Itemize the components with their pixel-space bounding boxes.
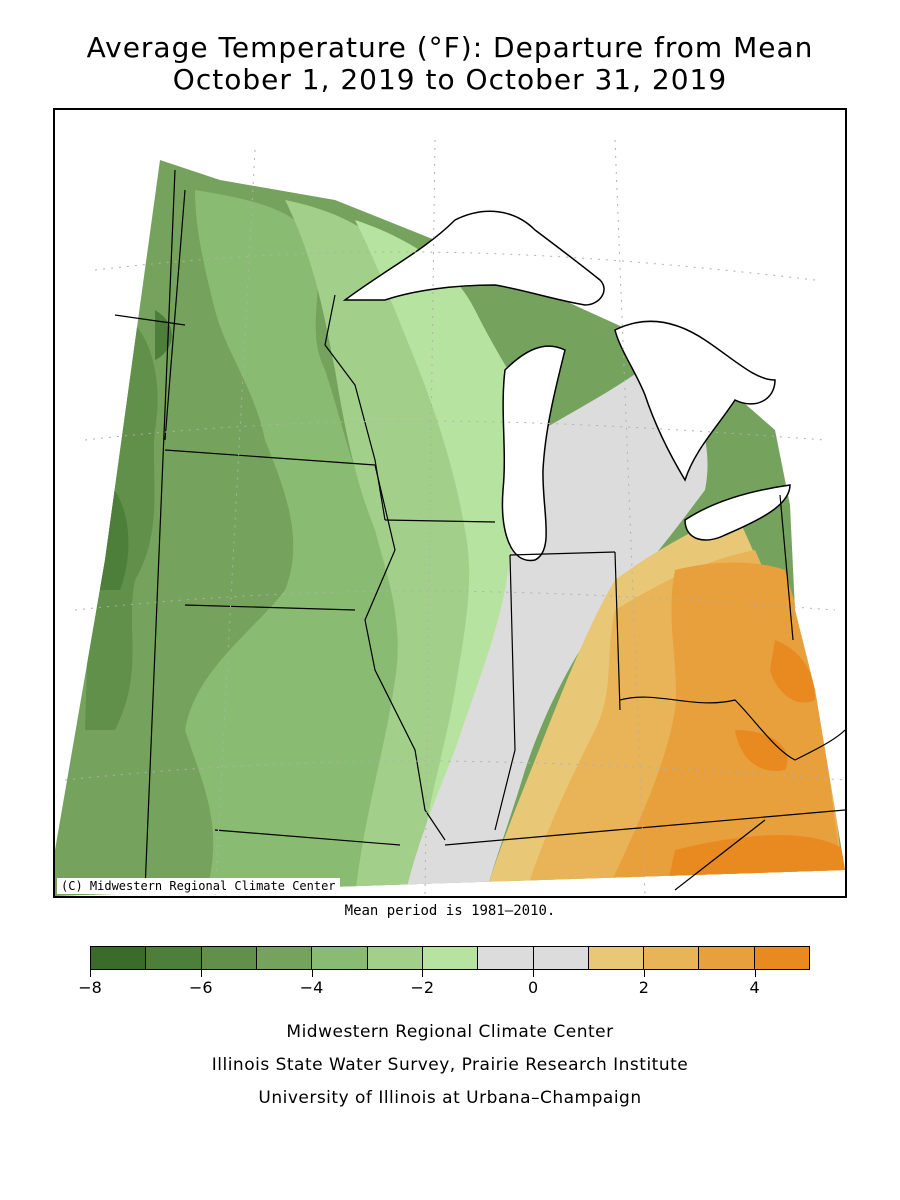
legend-tick xyxy=(311,970,313,977)
lake-huron xyxy=(614,320,776,482)
legend-tick-label: 0 xyxy=(527,978,539,997)
legend-tick-label: −4 xyxy=(299,978,324,997)
legend-tick-label: −2 xyxy=(410,978,435,997)
ne-ia-border xyxy=(184,604,356,611)
legend-swatch xyxy=(644,947,700,969)
departure-band--4-to--3 xyxy=(185,190,404,896)
lake-erie xyxy=(684,484,791,541)
nd-sd-border xyxy=(114,314,186,326)
legend-swatch xyxy=(91,947,147,969)
departure-band-4-to-5-ohio xyxy=(770,640,815,703)
legend-swatch xyxy=(422,947,479,969)
legend-tick xyxy=(90,970,91,977)
legend-swatch xyxy=(201,947,257,969)
wi-il-border xyxy=(384,519,496,523)
lake-superior xyxy=(342,210,605,306)
mean-period-note: Mean period is 1981–2010. xyxy=(344,903,556,919)
ky-tn-border xyxy=(444,809,845,846)
color-scale-legend xyxy=(90,946,810,970)
legend-ticks xyxy=(90,970,810,978)
legend-tick xyxy=(200,970,202,977)
mississippi-river-border xyxy=(364,464,446,841)
legend-swatch xyxy=(312,947,368,969)
graticule-lat-1 xyxy=(94,251,816,281)
footer-organization: Midwestern Regional Climate Center xyxy=(286,1022,614,1042)
great-lakes xyxy=(342,210,791,562)
temperature-departure-map xyxy=(55,110,845,896)
nd-mn-border xyxy=(164,189,186,441)
ks-mo-border xyxy=(214,829,401,846)
tn-nc-border xyxy=(674,819,766,891)
oh-pa-border xyxy=(779,494,794,641)
legend-swatch xyxy=(533,947,589,969)
legend-tick xyxy=(754,970,756,977)
footer-institute: Illinois State Water Survey, Prairie Res… xyxy=(211,1055,689,1075)
legend-swatch xyxy=(699,947,755,969)
legend-tick xyxy=(643,970,645,977)
in-mi-border xyxy=(509,551,616,556)
legend-tick-label: −8 xyxy=(78,978,102,997)
sd-mn-border-south xyxy=(164,449,376,466)
western-boundary xyxy=(144,169,176,891)
il-in-border xyxy=(494,554,516,831)
legend-swatch xyxy=(754,947,810,969)
legend-tick-label: 2 xyxy=(638,978,649,997)
in-oh-border xyxy=(614,551,621,711)
graticule xyxy=(64,139,845,896)
footer-university: University of Illinois at Urbana–Champai… xyxy=(258,1088,642,1108)
legend-tick-label: 4 xyxy=(749,978,760,997)
legend-swatch xyxy=(588,947,645,969)
ohio-river xyxy=(619,696,845,761)
map-subtitle-date-range: October 1, 2019 to October 31, 2019 xyxy=(172,63,728,96)
legend-tick xyxy=(533,970,535,977)
legend-swatch xyxy=(367,947,423,969)
legend-swatch xyxy=(146,947,202,969)
map-title: Average Temperature (°F): Departure from… xyxy=(86,31,814,64)
state-boundaries xyxy=(114,169,845,891)
legend-tick xyxy=(422,970,424,977)
legend-swatch xyxy=(478,947,534,969)
map-panel: (C) Midwestern Regional Climate Center xyxy=(53,108,847,898)
legend-swatch xyxy=(256,947,313,969)
departure-band-4-to-5-kentucky xyxy=(735,730,788,771)
lake-michigan xyxy=(501,345,566,562)
graticule-lat-2 xyxy=(84,420,826,441)
copyright-label: (C) Midwestern Regional Climate Center xyxy=(57,878,340,894)
legend-tick-label: −6 xyxy=(188,978,213,997)
